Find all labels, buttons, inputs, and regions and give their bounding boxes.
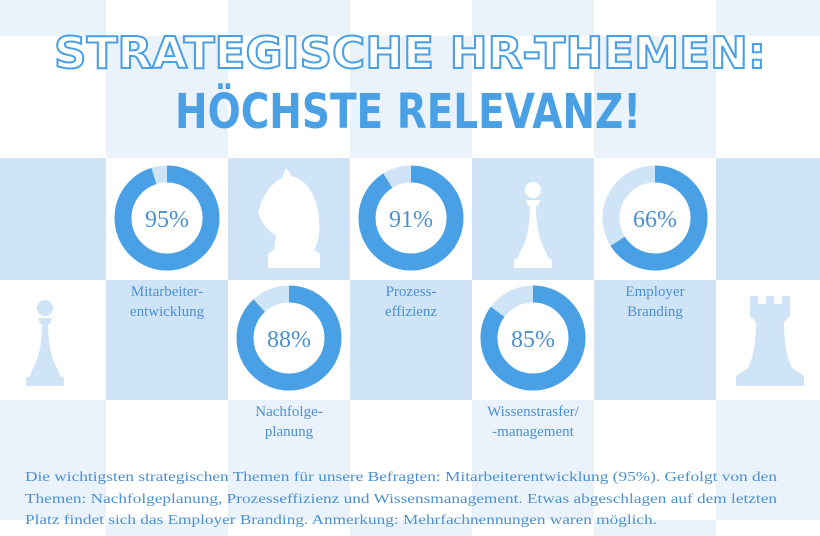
- title-line-2: HÖCHSTE RELEVANZ!: [175, 83, 641, 140]
- donut-value-label: 85%: [511, 327, 555, 353]
- checker-cell: [716, 36, 820, 158]
- checker-cell: [228, 520, 350, 536]
- checker-cell: [106, 0, 228, 36]
- checker-cell: [350, 0, 472, 36]
- checker-cell: [106, 36, 228, 158]
- checker-cell: [0, 36, 106, 158]
- checker-cell: [594, 400, 716, 520]
- donut-arc: [358, 165, 464, 271]
- donut-value-label: 66%: [633, 207, 677, 233]
- checker-cell: [472, 400, 594, 520]
- checker-cell: [472, 520, 594, 536]
- donut-category-label: entwicklung: [130, 304, 205, 320]
- checker-cell: [0, 520, 106, 536]
- donut-category-label: Nachfolge-: [255, 404, 322, 420]
- donut-value-label: 91%: [389, 207, 433, 233]
- donut-category-label: Prozess-: [386, 284, 437, 300]
- donut-category-label: effizienz: [385, 304, 438, 320]
- checker-cell: [106, 280, 228, 400]
- checker-cell: [350, 520, 472, 536]
- checker-cell: [350, 280, 472, 400]
- checker-cell: [716, 158, 820, 280]
- pawn-icon: [514, 182, 552, 268]
- checker-cell: [0, 158, 106, 280]
- checker-cell: [0, 400, 106, 520]
- checker-cell: [594, 280, 716, 400]
- donut-category-label: Branding: [627, 304, 683, 320]
- checker-cell: [716, 520, 820, 536]
- checker-cell: [228, 0, 350, 36]
- donut-arc: [480, 285, 586, 391]
- checker-cell: [228, 400, 350, 520]
- checker-cell: [594, 36, 716, 158]
- checker-cell: [0, 0, 106, 36]
- donut-value-label: 95%: [145, 207, 189, 233]
- checker-cell: [594, 0, 716, 36]
- donut-value-label: 88%: [267, 327, 311, 353]
- donut-category-label: -management: [492, 424, 574, 440]
- donut-category-label: Wissenstrasfer/: [487, 404, 580, 420]
- donut-arc: [114, 165, 220, 271]
- checker-cell: [228, 36, 350, 158]
- donut-chart: 91% Prozess-effizienz: [358, 165, 464, 320]
- checker-cell: [594, 520, 716, 536]
- donut-arc: [602, 165, 708, 271]
- donut-chart: 88% Nachfolge-planung: [236, 285, 342, 440]
- checker-cell: [350, 400, 472, 520]
- footnote-line-2: Themen: Nachfolgeplanung, Prozesseffizie…: [25, 492, 777, 507]
- donut-category-label: planung: [265, 424, 314, 440]
- footnote-line-1: Die wichtigsten strategischen Themen für…: [25, 470, 777, 485]
- footnote-line-3: Platz findet sich das Employer Branding.…: [25, 513, 657, 528]
- donut-category-label: Mitarbeiter-: [131, 284, 203, 300]
- donut-chart: 85% Wissenstrasfer/ -management: [480, 285, 586, 440]
- donut-category-label: Employer: [625, 284, 684, 300]
- checker-cell: [350, 36, 472, 158]
- donut-charts: 95% Mitarbeiter-entwicklung 88% Nachfolge-p…: [114, 165, 708, 440]
- checker-cell: [472, 36, 594, 158]
- checker-cell: [472, 0, 594, 36]
- title-line-1: STRATEGISCHE HR-THEMEN:: [54, 28, 766, 79]
- knight-icon: [258, 168, 320, 268]
- checker-cell: [716, 400, 820, 520]
- donut-arc: [236, 285, 342, 391]
- donut-chart: 95% Mitarbeiter-entwicklung: [114, 165, 220, 320]
- checker-cell: [716, 0, 820, 36]
- checker-cell: [106, 400, 228, 520]
- donut-chart: 66% Employer Branding: [602, 165, 708, 320]
- checker-cell: [106, 520, 228, 536]
- rook-icon: [736, 296, 804, 386]
- pawn-icon: [26, 300, 64, 386]
